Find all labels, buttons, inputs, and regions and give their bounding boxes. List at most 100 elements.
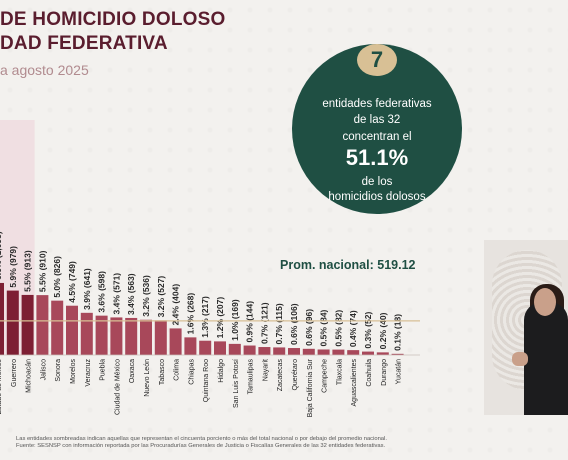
bar-16 <box>228 343 241 355</box>
callout-line-1: entidades federativas <box>322 98 432 110</box>
data-label-25: 0.3% (52) <box>363 312 373 349</box>
bar-21 <box>302 348 315 355</box>
bar-11 <box>154 320 167 355</box>
data-label-20: 0.6% (106) <box>289 303 299 345</box>
data-label-2: 5.5% (913) <box>23 250 33 292</box>
category-label-19: Zacatecas <box>277 359 284 392</box>
bar-6 <box>80 312 93 355</box>
data-label-8: 3.4% (571) <box>111 273 121 315</box>
category-label-14: Quintana Roo <box>203 359 210 402</box>
category-label-24: Aguascalientes <box>351 359 358 407</box>
callout-line-4: de los <box>361 176 393 188</box>
category-label-18: Nayarit <box>262 359 269 381</box>
data-label-14: 1.3% (217) <box>200 296 210 338</box>
bar-9 <box>125 317 138 355</box>
category-label-21: Baja California Sur <box>307 358 314 417</box>
category-label-6: Veracruz <box>85 359 92 387</box>
category-label-27: Yucatán <box>396 359 403 384</box>
data-label-15: 1.2% (207) <box>215 297 225 339</box>
bar-15 <box>214 341 226 355</box>
category-label-8: Ciudad de México <box>114 359 121 415</box>
data-label-6: 3.9% (641) <box>82 268 92 310</box>
bar-19 <box>273 347 286 355</box>
data-label-16: 1.0% (169) <box>230 299 240 341</box>
data-label-1: 5.9% (979) <box>8 246 18 288</box>
bar-14 <box>199 340 212 355</box>
bar-13 <box>184 337 197 355</box>
bar-10 <box>140 319 152 355</box>
category-label-13: Chiapas <box>188 359 195 385</box>
category-label-5: Morelos <box>70 359 77 384</box>
bar-7 <box>95 315 108 355</box>
bar-12 <box>169 328 182 355</box>
presenter-body <box>524 302 568 415</box>
data-label-27: 0.1% (18) <box>393 314 403 351</box>
category-label-26: Durango <box>381 359 388 386</box>
bar-5 <box>66 305 78 355</box>
data-label-5: 4.5% (749) <box>67 261 77 303</box>
bar-23 <box>332 349 345 355</box>
data-label-18: 0.7% (121) <box>259 302 269 344</box>
data-label-9: 3.4% (563) <box>126 273 136 315</box>
category-label-16: San Luis Potosí <box>233 359 240 408</box>
chart-title: DE HOMICIDIO DOLOSO DAD FEDERATIVA <box>0 8 225 56</box>
chart-subtitle: a agosto 2025 <box>0 62 89 78</box>
category-label-2: Michoacán <box>26 359 33 393</box>
data-label-24: 0.4% (74) <box>348 310 358 347</box>
bar-18 <box>258 347 271 355</box>
category-label-0: Estado de México <box>0 359 3 415</box>
presenter-video <box>484 240 568 415</box>
bar-26 <box>376 352 389 355</box>
category-label-10: Nuevo León <box>144 359 151 397</box>
data-label-7: 3.6% (598) <box>97 271 107 313</box>
title-line-1: DE HOMICIDIO DOLOSO <box>0 9 226 30</box>
bar-25 <box>362 351 374 355</box>
bar-22 <box>317 349 330 355</box>
summary-callout: 7 entidades federativas de las 32 concen… <box>292 44 462 214</box>
bar-20 <box>288 348 300 355</box>
bar-2 <box>21 294 34 355</box>
category-label-25: Coahuila <box>366 359 373 387</box>
callout-line-2: de las 32 <box>353 114 401 126</box>
bar-8 <box>110 317 123 355</box>
data-label-22: 0.5% (84) <box>319 309 329 346</box>
category-label-3: Jalisco <box>40 359 47 381</box>
category-label-11: Tabasco <box>159 359 166 385</box>
data-label-13: 1.6% (268) <box>185 293 195 335</box>
data-label-3: 5.5% (910) <box>37 250 47 292</box>
average-label: Prom. nacional: 519.12 <box>280 258 416 272</box>
bar-27 <box>391 353 404 355</box>
category-label-4: Sonora <box>55 359 62 382</box>
callout-number-badge: 7 <box>357 44 397 76</box>
bar-1 <box>6 290 19 355</box>
footnote-line-1: Las entidades sombreadas indican aquella… <box>16 436 387 442</box>
callout-line-5: homicidios dolosos <box>328 191 426 203</box>
category-label-22: Campeche <box>322 359 329 393</box>
data-label-12: 2.4% (404) <box>171 284 181 326</box>
data-label-0: 6.6% (1,095) <box>0 231 3 280</box>
data-label-11: 3.2% (527) <box>156 276 166 318</box>
callout-percent: 51.1% <box>345 145 409 170</box>
presenter-hand <box>512 352 528 366</box>
data-label-4: 5.0% (826) <box>52 256 62 298</box>
title-line-2: DAD FEDERATIVA <box>0 33 168 54</box>
callout-line-3: concentran el <box>342 131 412 143</box>
bar-24 <box>347 350 360 355</box>
category-label-12: Colima <box>174 359 181 381</box>
data-label-10: 3.2% (536) <box>141 275 151 317</box>
bar-17 <box>243 345 256 355</box>
data-label-21: 0.6% (96) <box>304 309 314 346</box>
category-label-1: Guerrero <box>11 359 18 387</box>
category-label-9: Oaxaca <box>129 359 136 383</box>
footnote: Las entidades sombreadas indican aquella… <box>16 436 446 450</box>
bar-4 <box>51 300 64 355</box>
category-label-23: Tlaxcala <box>336 359 343 385</box>
footnote-source: Fuente: SESNSP con información reportada… <box>16 443 386 449</box>
data-label-23: 0.5% (82) <box>333 310 343 347</box>
data-label-26: 0.2% (40) <box>378 312 388 349</box>
category-label-17: Tamaulipas <box>248 359 255 395</box>
bar-3 <box>36 295 49 355</box>
data-label-19: 0.7% (115) <box>274 303 284 344</box>
presenter-face <box>534 288 556 316</box>
